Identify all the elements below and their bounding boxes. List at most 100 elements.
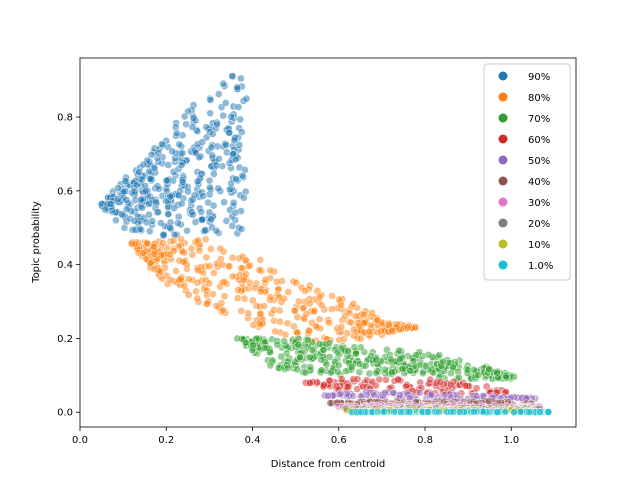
data-point	[220, 278, 229, 286]
data-point	[455, 408, 464, 416]
legend-label: 1.0%	[528, 261, 553, 272]
data-point	[227, 113, 236, 121]
data-point	[322, 360, 331, 369]
data-point	[113, 195, 122, 204]
data-point	[233, 294, 242, 303]
data-point	[184, 107, 192, 116]
data-point	[303, 336, 312, 344]
data-point	[294, 297, 303, 306]
y-axis-ticks: 0.0 0.2 0.4 0.6 0.8	[57, 113, 80, 419]
data-point	[150, 242, 158, 251]
data-point	[154, 208, 163, 217]
data-point	[256, 287, 265, 296]
data-point	[178, 178, 187, 186]
legend-marker	[498, 218, 508, 228]
data-point	[435, 408, 443, 416]
data-point	[418, 369, 427, 378]
data-point	[325, 376, 334, 385]
legend-marker	[498, 92, 508, 102]
data-point	[502, 372, 510, 380]
data-point	[182, 120, 190, 129]
data-point	[229, 198, 238, 207]
data-point	[398, 365, 407, 373]
data-point	[237, 74, 245, 83]
data-point	[188, 123, 197, 131]
data-point	[237, 307, 246, 315]
legend-label: 80%	[528, 93, 550, 104]
data-point	[187, 244, 196, 253]
data-point	[470, 365, 478, 374]
legend-marker	[498, 239, 508, 249]
data-point	[201, 226, 210, 235]
data-point	[242, 270, 250, 278]
y-tick-label: 0.0	[57, 408, 73, 419]
data-point	[347, 363, 356, 371]
data-point	[351, 312, 360, 321]
legend-label: 50%	[528, 156, 550, 167]
legend-marker	[498, 176, 508, 186]
legend-label: 20%	[528, 219, 550, 230]
data-point	[210, 269, 218, 277]
data-point	[388, 326, 397, 335]
data-point	[146, 174, 154, 183]
data-point	[122, 195, 131, 204]
data-point	[174, 212, 183, 221]
data-point	[209, 290, 217, 298]
data-point	[371, 381, 380, 390]
data-point	[249, 341, 257, 349]
data-point	[426, 375, 435, 384]
data-point	[228, 272, 237, 281]
data-point	[544, 408, 553, 416]
data-point	[219, 111, 228, 120]
data-point	[341, 312, 349, 320]
data-point	[337, 323, 346, 331]
data-point	[256, 310, 265, 318]
data-point	[205, 262, 214, 270]
data-point	[306, 353, 314, 362]
data-point	[122, 205, 131, 214]
data-point	[150, 250, 159, 258]
data-point	[238, 171, 247, 180]
data-point	[351, 349, 360, 358]
data-point	[334, 361, 343, 370]
data-point	[380, 388, 389, 397]
data-point	[325, 318, 333, 327]
legend-marker	[498, 134, 508, 144]
data-point	[137, 195, 145, 204]
x-axis-ticks: 0.0 0.2 0.4 0.6 0.8 1.0	[72, 427, 519, 446]
y-tick-label: 0.6	[57, 186, 73, 197]
data-point	[405, 408, 414, 416]
data-point	[176, 235, 185, 244]
data-point	[299, 304, 307, 313]
data-point	[214, 184, 223, 193]
data-point	[174, 191, 183, 200]
data-point	[175, 256, 184, 265]
data-point	[427, 390, 436, 398]
data-point	[232, 175, 241, 183]
data-point	[397, 408, 405, 416]
data-point	[273, 340, 282, 349]
data-point	[359, 319, 368, 327]
data-point	[436, 378, 445, 386]
data-point	[373, 316, 382, 325]
data-point	[177, 161, 186, 170]
data-point	[195, 246, 204, 255]
data-point	[101, 205, 109, 214]
data-point	[218, 260, 227, 269]
data-point	[275, 306, 284, 315]
data-point	[388, 368, 397, 377]
data-point	[422, 362, 430, 370]
data-point	[240, 294, 249, 303]
data-point	[501, 407, 510, 416]
data-point	[357, 408, 365, 416]
data-point	[206, 96, 215, 104]
data-point	[368, 308, 376, 317]
legend: 90% 80% 70% 60% 50% 40% 30% 20% 10% 1.0%	[483, 63, 571, 281]
data-point	[361, 361, 370, 370]
data-point	[394, 375, 402, 384]
data-point	[260, 302, 268, 310]
data-point	[277, 352, 285, 361]
data-point	[174, 242, 183, 251]
legend-marker	[498, 113, 508, 123]
data-point	[198, 216, 206, 224]
